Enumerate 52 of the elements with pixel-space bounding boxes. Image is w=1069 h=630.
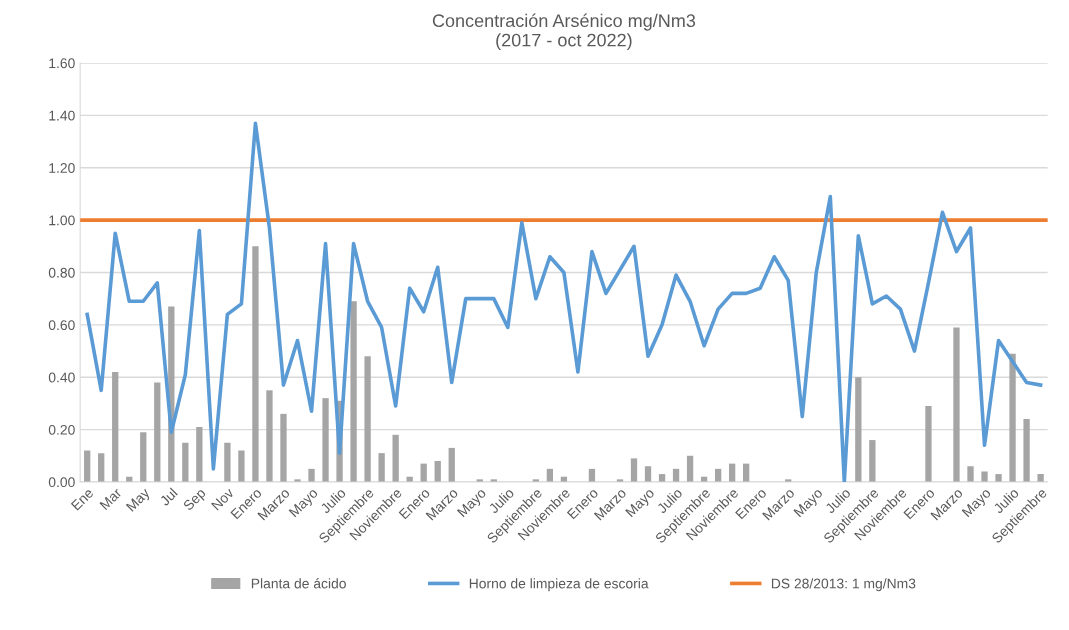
y-tick-label: 1.00 [49,215,75,226]
bar [981,471,988,482]
y-tick-label: 0.80 [48,267,75,278]
bar [995,474,1002,482]
bar [434,461,441,482]
bar [869,440,876,482]
x-tick-label: Mar [99,487,123,511]
x-tick-label: May [125,487,153,514]
bar [182,442,189,482]
x-tick-label: Ene [70,487,94,511]
y-tick-label: 1.60 [49,58,75,69]
bar [154,382,161,482]
legend-label: DS 28/2013: 1 mg/Nm3 [771,578,916,592]
y-tick-label: 0.00 [48,477,75,488]
bar [364,356,371,482]
chart-title: Concentración Arsénico mg/Nm3 (2017 - oct 2022) [432,13,696,51]
bar [855,377,862,482]
bar [196,426,203,482]
bar [644,466,652,482]
bar [140,432,147,482]
y-tick-label: 1.40 [49,110,75,121]
bar [280,413,287,482]
bar [448,447,455,482]
bar [953,327,960,482]
bar [350,301,357,482]
x-tick-label: Jul [158,487,178,507]
bar [308,468,315,482]
legend-label: Horno de limpieza de escoria [469,578,649,592]
y-tick-label: 1.20 [49,163,75,173]
bar [630,458,638,482]
bar [322,398,329,482]
y-tick-label: 0.40 [48,372,75,383]
bar [1037,474,1044,482]
bar [686,455,694,482]
bar [1009,353,1016,482]
bar [967,466,974,482]
line-series [85,121,1043,482]
bar [252,246,259,482]
bar [266,390,273,482]
bar [378,453,385,482]
bar [224,442,231,482]
bar [112,371,119,482]
bar [1023,419,1030,482]
bar [98,453,105,482]
bar [238,450,245,482]
legend-label: Planta de ácido [251,578,346,589]
y-tick-label: 0.20 [48,424,75,435]
bar [925,406,932,482]
x-tick-label: Sep [182,487,209,513]
y-tick-label: 0.60 [48,320,75,331]
bar [392,434,399,482]
bar [84,450,91,482]
